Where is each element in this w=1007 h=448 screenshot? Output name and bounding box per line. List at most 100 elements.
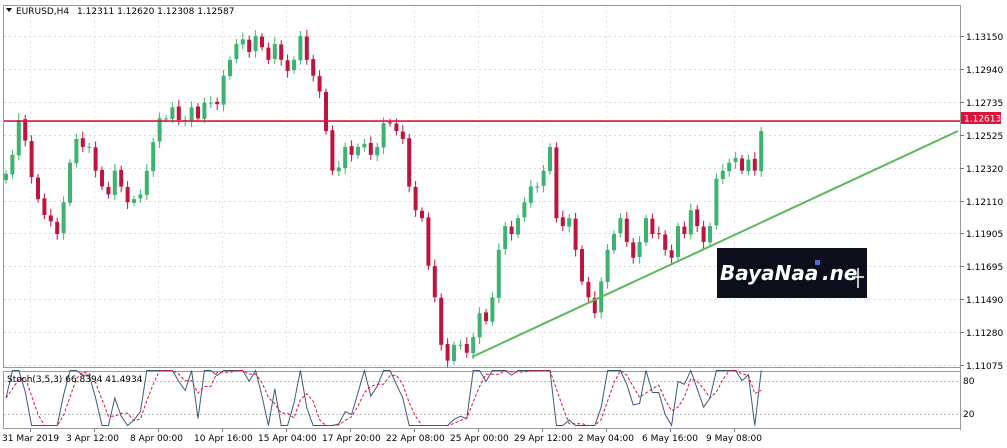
- candle: [413, 181, 418, 217]
- logo-square-icon: [815, 260, 820, 265]
- candle: [336, 160, 341, 177]
- stoch-level-20: 20: [963, 410, 975, 420]
- candle: [132, 195, 136, 207]
- candle-body: [464, 344, 469, 353]
- candle: [42, 193, 47, 220]
- candle-body: [55, 221, 60, 234]
- candle: [733, 152, 738, 169]
- candle-body: [477, 313, 482, 338]
- candle-body: [516, 218, 520, 235]
- price-tick-label: 1.12525: [966, 132, 1003, 142]
- candle: [644, 214, 648, 246]
- candle: [196, 103, 200, 122]
- current-price-label: 1.12613: [964, 115, 1001, 125]
- candle: [471, 332, 476, 360]
- candle: [759, 126, 764, 177]
- candle: [592, 291, 597, 319]
- candle: [503, 221, 508, 255]
- candle: [125, 181, 130, 209]
- candle-body: [266, 47, 271, 60]
- price-tick-label: 1.12735: [966, 99, 1003, 109]
- price-tick-label: 1.11905: [966, 230, 1003, 240]
- candle-body: [189, 107, 194, 121]
- candle-body: [330, 130, 335, 171]
- stoch-label: Stoch(3,5,3) 66.8394 41.4934: [7, 375, 143, 385]
- candle-body: [592, 297, 597, 314]
- candle-body: [618, 218, 623, 234]
- candle-body: [644, 218, 648, 243]
- price-tick-label: 1.11695: [966, 263, 1003, 273]
- candle: [426, 212, 431, 270]
- candle-body: [522, 202, 527, 218]
- time-tick-label: 2 May 04:00: [578, 434, 634, 444]
- time-tick-label: 8 Apr 00:00: [130, 434, 183, 444]
- candle-body: [87, 146, 92, 148]
- candle: [240, 32, 245, 50]
- candles: [4, 29, 764, 368]
- candle: [708, 222, 712, 246]
- candle: [752, 152, 757, 176]
- candle-body: [349, 146, 354, 155]
- candle-body: [650, 218, 655, 234]
- candle: [260, 33, 264, 51]
- candle-body: [439, 297, 444, 345]
- candle: [740, 154, 744, 175]
- candle-body: [93, 147, 98, 171]
- candle-body: [496, 249, 501, 298]
- candle-body: [740, 158, 744, 171]
- candle-body: [279, 44, 284, 60]
- candle-body: [48, 215, 53, 222]
- candle: [221, 69, 226, 112]
- candle: [554, 142, 559, 223]
- candle: [522, 197, 527, 222]
- candle-body: [746, 159, 751, 172]
- price-tick-label: 1.12320: [966, 165, 1003, 175]
- candle: [356, 143, 360, 159]
- candle: [688, 203, 693, 240]
- candle-body: [285, 60, 290, 71]
- candle-body: [324, 91, 328, 132]
- candle-body: [298, 36, 303, 61]
- candle-body: [68, 162, 72, 203]
- candle-body: [80, 138, 85, 147]
- candle-body: [100, 169, 104, 187]
- candle-body: [509, 226, 514, 234]
- candle-body: [375, 146, 380, 156]
- candle: [701, 220, 706, 249]
- candle-body: [272, 44, 277, 60]
- candle: [573, 212, 578, 257]
- candle: [560, 210, 565, 232]
- candle-body: [260, 36, 264, 48]
- candle-body: [304, 36, 309, 60]
- candle: [477, 307, 482, 345]
- candle: [637, 236, 642, 264]
- candle-body: [586, 281, 591, 298]
- candle-body: [144, 170, 149, 195]
- candle: [170, 102, 175, 124]
- candle-body: [221, 75, 226, 105]
- time-tick-label: 9 May 08:00: [706, 434, 762, 444]
- candle-body: [580, 249, 584, 282]
- candle: [292, 56, 296, 74]
- candle-body: [420, 210, 424, 219]
- candle: [676, 222, 680, 261]
- candle: [381, 117, 386, 155]
- candle: [343, 142, 348, 174]
- candle-body: [362, 143, 367, 148]
- candle: [317, 70, 322, 99]
- candle-body: [720, 170, 725, 180]
- support-trendline[interactable]: [471, 130, 959, 358]
- candle: [375, 142, 380, 162]
- candle-body: [695, 209, 700, 227]
- candle-body: [112, 170, 117, 195]
- price-tick-label: 1.11280: [966, 329, 1003, 339]
- candle: [272, 37, 277, 65]
- time-tick-label: 15 Apr 04:00: [258, 434, 317, 444]
- candle-body: [23, 119, 28, 141]
- candle-body: [4, 173, 8, 181]
- candle: [452, 341, 456, 365]
- candle-body: [253, 36, 258, 52]
- candle-body: [16, 120, 21, 156]
- candle-body: [202, 102, 207, 119]
